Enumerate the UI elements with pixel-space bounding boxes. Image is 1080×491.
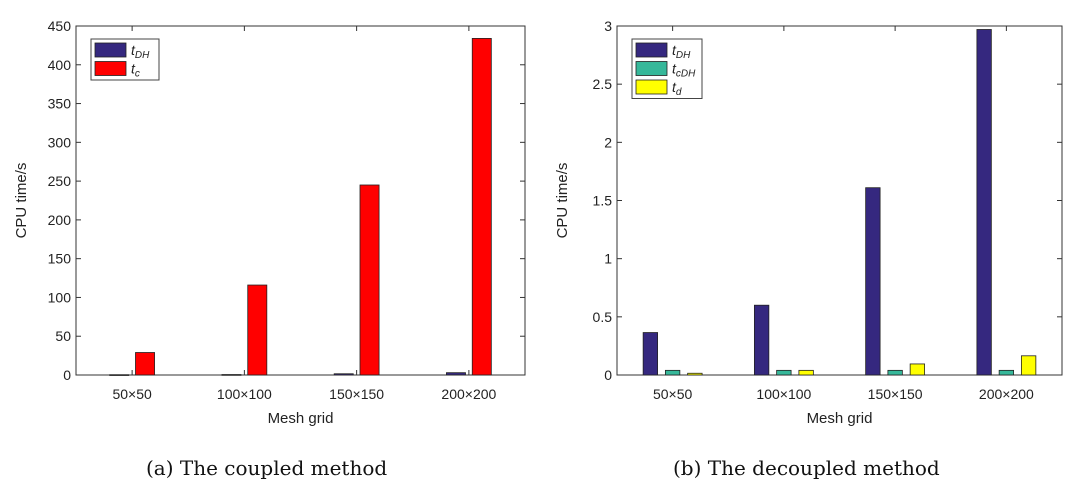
y-tick-label: 50: [55, 328, 71, 344]
x-tick-label: 100×100: [756, 386, 811, 402]
x-tick-label: 50×50: [112, 386, 152, 402]
bar-DH-0: [642, 332, 659, 376]
y-tick-label: 200: [48, 212, 72, 228]
bar-DH-0: [109, 374, 130, 376]
y-tick-label: 1: [604, 251, 612, 267]
legend-swatch: [94, 42, 127, 58]
y-tick-label: 0: [604, 367, 612, 383]
x-tick-label: 150×150: [329, 386, 384, 402]
x-tick-label: 150×150: [868, 386, 923, 402]
legend-label: tcDH: [672, 61, 696, 80]
y-tick-label: 450: [48, 18, 72, 34]
y-tick-label: 250: [48, 173, 72, 189]
bar-d-1: [798, 369, 814, 376]
bar-cDH-0: [664, 369, 681, 376]
legend-label: tDH: [131, 42, 150, 61]
x-tick-label: 50×50: [653, 386, 693, 402]
chart-1: 0 0.5 1 1.5 2 2.5 3 50×50 100×100 150×150 200×200 M…: [554, 18, 1063, 427]
bar-c-3: [471, 38, 492, 376]
x-axis-label: Mesh grid: [268, 410, 334, 427]
legend-swatch: [635, 79, 668, 95]
bar-d-0: [687, 372, 703, 376]
bar-DH-3: [976, 29, 992, 376]
bar-DH-3: [446, 372, 466, 376]
legend-swatch: [635, 42, 668, 58]
bar-DH-1: [221, 374, 242, 376]
x-tick-label: 100×100: [217, 386, 272, 402]
y-tick-label: 2: [604, 134, 612, 150]
x-axis-label: Mesh grid: [807, 410, 873, 427]
y-tick-label: 350: [48, 96, 72, 112]
bar-d-3: [1020, 355, 1037, 376]
y-tick-label: 2.5: [593, 76, 613, 92]
y-axis-label: CPU time/s: [554, 163, 571, 239]
bar-DH-2: [865, 187, 881, 376]
bar-DH-1: [753, 304, 770, 376]
y-tick-label: 150: [48, 251, 72, 267]
bar-d-2: [909, 363, 926, 376]
y-axis-label: CPU time/s: [13, 163, 30, 239]
y-tick-label: 1.5: [593, 193, 613, 209]
bar-c-0: [135, 352, 155, 376]
legend-swatch: [635, 61, 668, 76]
bar-cDH-2: [887, 369, 903, 376]
bar-c-2: [359, 184, 380, 376]
legend-label: tDH: [672, 42, 691, 61]
legend-label: tc: [131, 61, 140, 80]
y-tick-label: 300: [48, 134, 72, 150]
bar-c-1: [247, 284, 268, 376]
bar-cDH-3: [998, 369, 1015, 376]
y-tick-label: 3: [604, 18, 612, 34]
y-tick-label: 400: [48, 57, 72, 73]
legend-swatch: [94, 61, 127, 76]
y-tick-label: 0.5: [593, 309, 613, 325]
chart-0: 0 50 100 150 200 250 300 350 400 450 50×50 100×100 1…: [13, 18, 526, 427]
caption-b: (b) The decoupled method: [673, 456, 940, 480]
x-tick-label: 200×200: [441, 386, 496, 402]
y-tick-label: 0: [63, 367, 71, 383]
plot-area: [75, 25, 526, 376]
legend-label: td: [672, 79, 682, 98]
bar-DH-2: [333, 373, 354, 376]
x-tick-label: 200×200: [979, 386, 1034, 402]
caption-a: (a) The coupled method: [146, 456, 388, 480]
y-tick-label: 100: [48, 289, 72, 305]
bar-cDH-1: [776, 369, 792, 376]
